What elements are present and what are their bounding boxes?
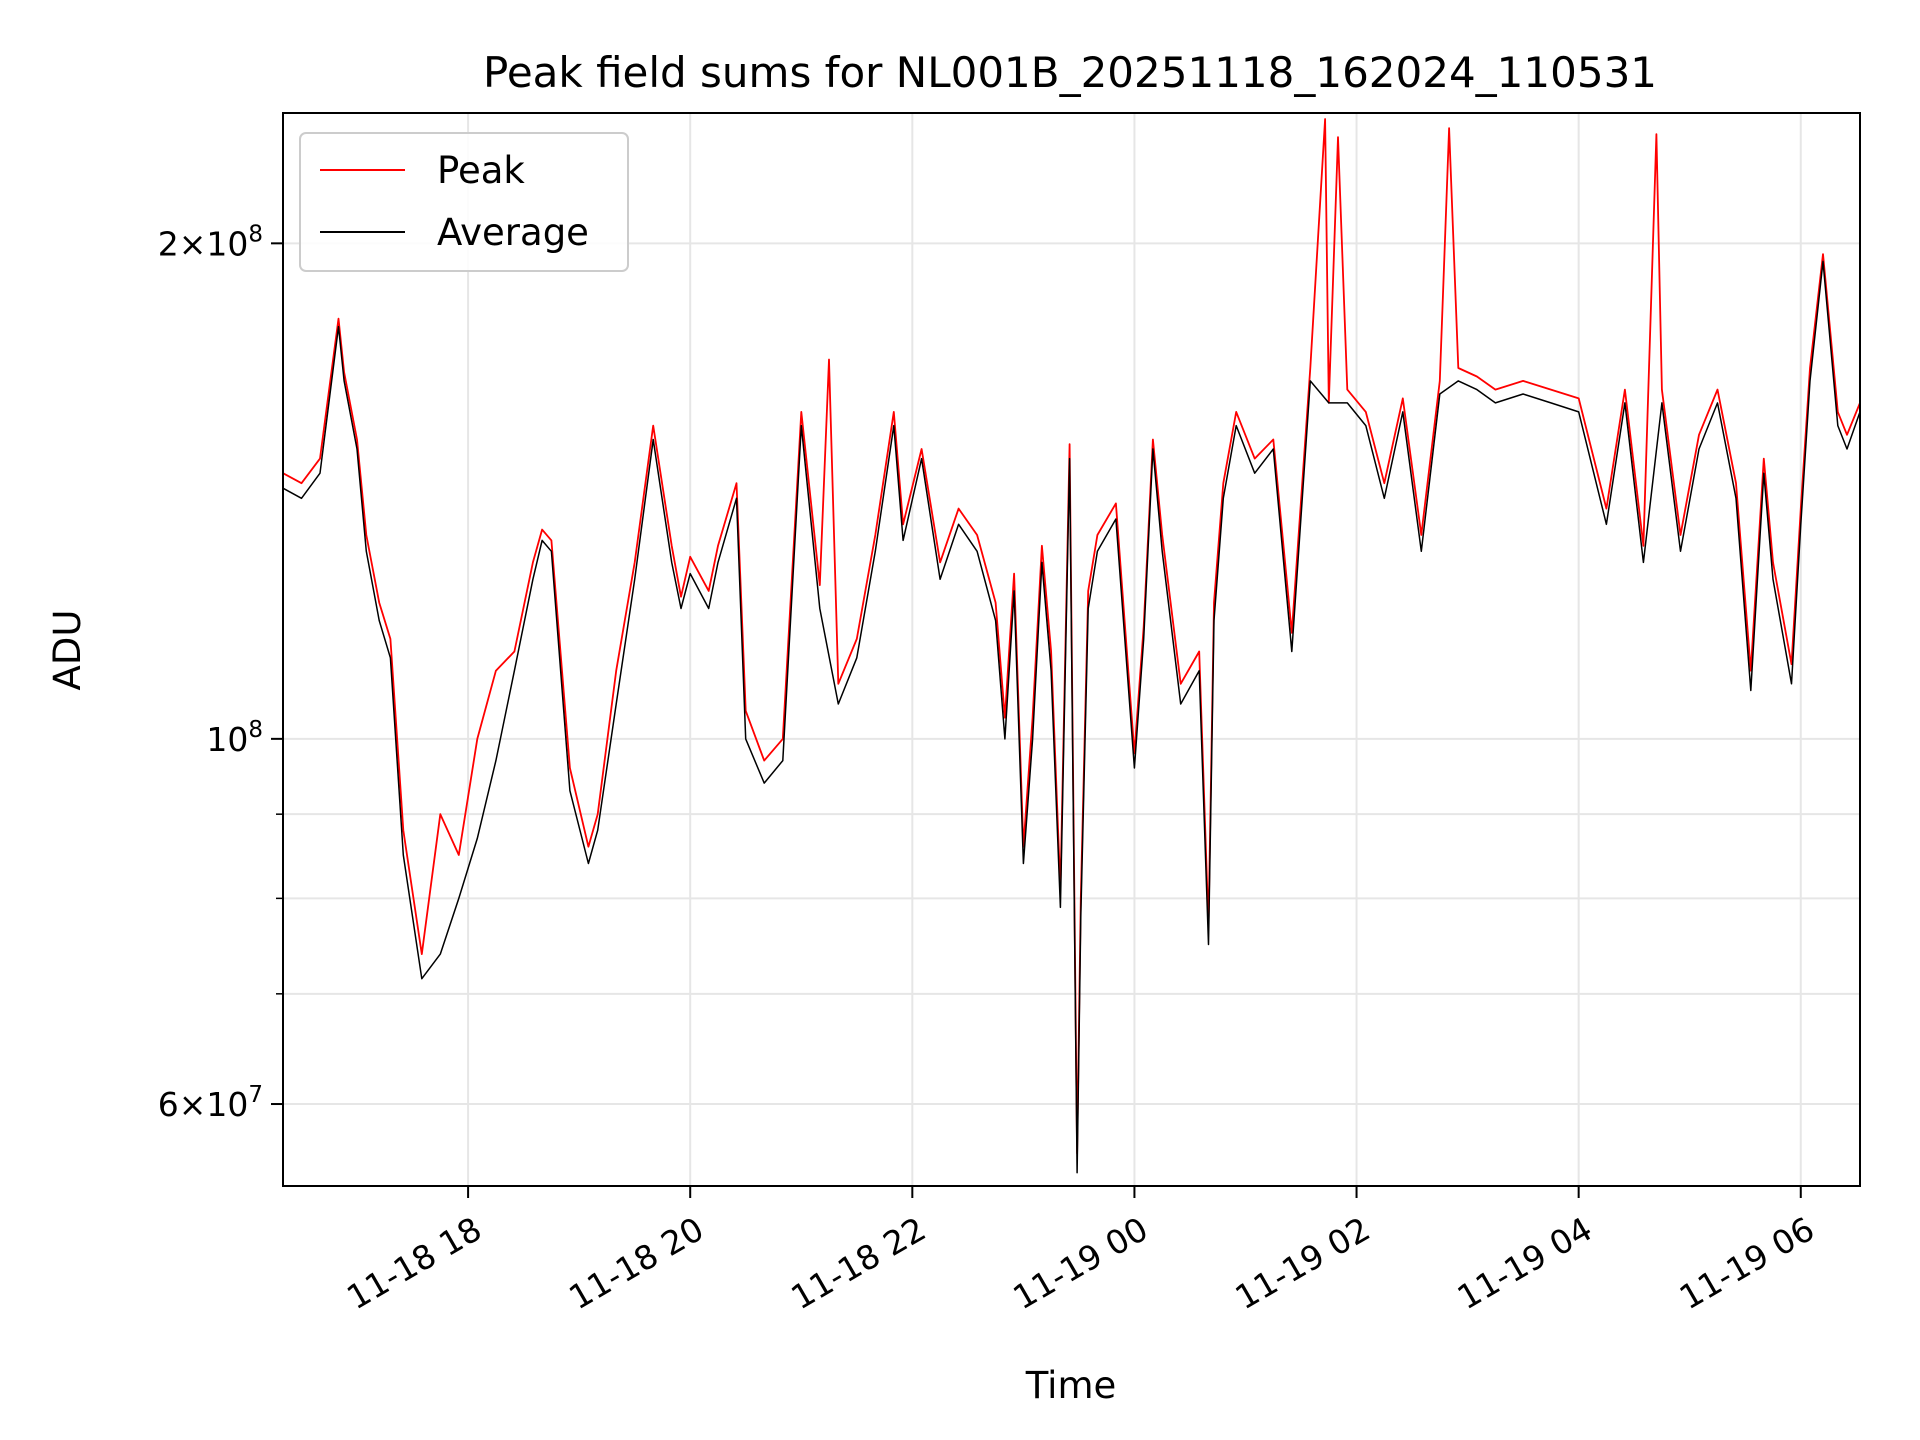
y-axis-label: ADU	[46, 610, 89, 691]
grid-lines	[283, 113, 1860, 1186]
series-line-peak	[282, 118, 1861, 1155]
series-layer	[282, 118, 1861, 1174]
y-tick-label: 2×108	[158, 221, 263, 263]
legend-box	[299, 132, 629, 272]
x-axis-label: Time	[1025, 1364, 1117, 1407]
plot-frame	[282, 112, 1861, 1187]
legend: Peak Average	[299, 132, 629, 272]
legend-label-peak: Peak	[437, 149, 525, 192]
y-tick-label: 6×107	[158, 1082, 263, 1124]
y-tick-label: 108	[206, 717, 263, 759]
series-line-average	[282, 260, 1861, 1174]
y-axis: 6×107 108 2×108	[158, 221, 283, 1124]
chart-title: Peak field sums for NL001B_20251118_1620…	[483, 48, 1657, 97]
legend-label-average: Average	[437, 211, 589, 254]
